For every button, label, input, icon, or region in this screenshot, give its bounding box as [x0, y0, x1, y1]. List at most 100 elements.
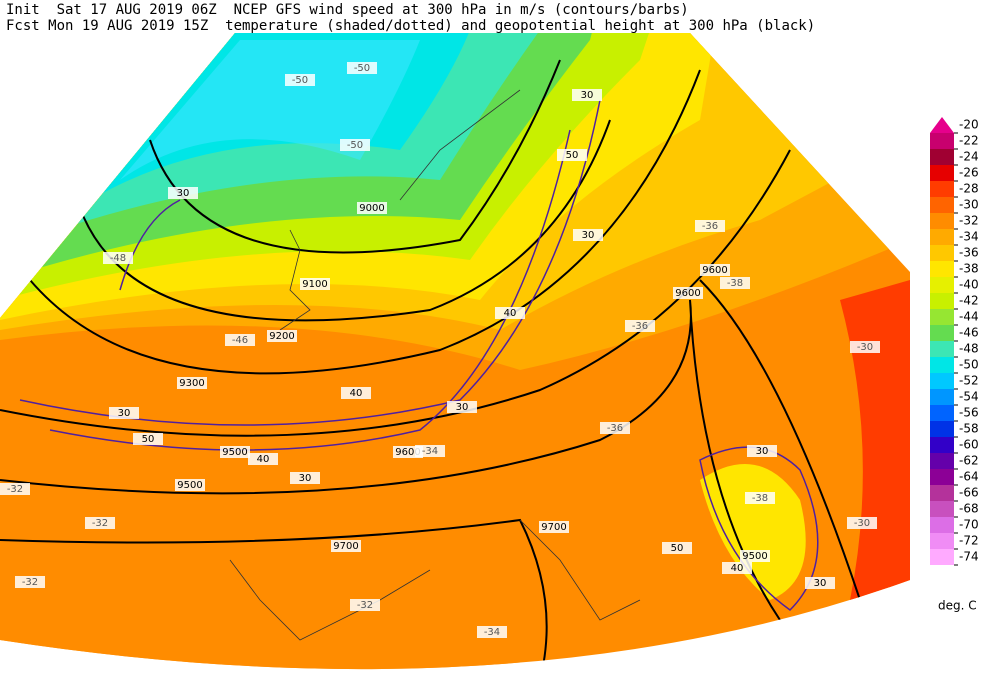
label-box — [673, 287, 703, 299]
colorbar-label: -38 — [959, 262, 979, 276]
colorbar-box — [930, 293, 954, 309]
map-label: 9600 — [395, 447, 420, 458]
label-box — [285, 74, 315, 86]
map-label: -36 — [607, 423, 623, 434]
label-box — [495, 307, 525, 319]
label-box — [341, 387, 371, 399]
colorbar-label: -66 — [959, 486, 979, 500]
map-label: 40 — [257, 454, 270, 465]
label-box — [15, 576, 45, 588]
map-label: 30 — [756, 446, 769, 457]
map-label: -32 — [92, 518, 108, 529]
label-box — [415, 445, 445, 457]
label-box — [573, 229, 603, 241]
label-box — [290, 472, 320, 484]
map-label: 9500 — [222, 447, 247, 458]
map-label: 50 — [566, 150, 579, 161]
colorbar-label: -34 — [959, 230, 979, 244]
label-box — [477, 626, 507, 638]
colorbar-box — [930, 485, 954, 501]
label-box — [331, 540, 361, 552]
colorbar-label: -50 — [959, 358, 979, 372]
map-label: 50 — [671, 543, 684, 554]
label-box — [347, 62, 377, 74]
map-label: 30 — [582, 230, 595, 241]
label-box — [557, 149, 587, 161]
colorbar-box — [930, 165, 954, 181]
label-box — [745, 492, 775, 504]
map-label: 40 — [350, 388, 363, 399]
colorbar-box — [930, 549, 954, 565]
colorbar-label: -64 — [959, 470, 979, 484]
label-box — [805, 577, 835, 589]
colorbar-box — [930, 501, 954, 517]
map-label: -48 — [110, 253, 126, 264]
label-box — [722, 562, 752, 574]
label-box — [109, 407, 139, 419]
colorbar-box — [930, 517, 954, 533]
colorbar-label: -46 — [959, 326, 979, 340]
colorbar-box — [930, 357, 954, 373]
map-label: 9700 — [333, 541, 358, 552]
map-label: 30 — [118, 408, 131, 419]
label-box — [350, 599, 380, 611]
colorbar-box — [930, 309, 954, 325]
colorbar-arrow — [930, 117, 954, 133]
map-label: 30 — [814, 578, 827, 589]
colorbar-label: -54 — [959, 390, 979, 404]
map-label: -50 — [347, 140, 363, 151]
colorbar-box — [930, 277, 954, 293]
map-label: -38 — [752, 493, 768, 504]
colorbar-label: -26 — [959, 166, 979, 180]
colorbar-box — [930, 437, 954, 453]
colorbar-box — [930, 133, 954, 149]
header-init: Init Sat 17 AUG 2019 06Z NCEP GFS wind s… — [6, 2, 689, 18]
header-fcst: Fcst Mon 19 AUG 2019 15Z temperature (sh… — [6, 18, 815, 34]
map-label: 9500 — [177, 480, 202, 491]
colorbar-label: -62 — [959, 454, 979, 468]
colorbar-label: -22 — [959, 134, 979, 148]
map-label: -32 — [357, 600, 373, 611]
label-box — [267, 330, 297, 342]
label-box — [300, 278, 330, 290]
label-box — [175, 479, 205, 491]
colorbar-unit: deg. C — [938, 599, 977, 613]
map-label: -50 — [354, 63, 370, 74]
colorbar-label: -24 — [959, 150, 979, 164]
colorbar-label: -70 — [959, 518, 979, 532]
map-label: 9600 — [675, 288, 700, 299]
colorbar-box — [930, 421, 954, 437]
label-box — [177, 377, 207, 389]
map-label: 9000 — [359, 203, 384, 214]
label-box — [600, 422, 630, 434]
colorbar-box — [930, 405, 954, 421]
label-box — [225, 334, 255, 346]
map-label: 9700 — [541, 522, 566, 533]
colorbar-box — [930, 261, 954, 277]
colorbar-box — [930, 373, 954, 389]
label-box — [740, 550, 770, 562]
map-label: -38 — [727, 278, 743, 289]
label-box — [695, 220, 725, 232]
map-label: 9500 — [742, 551, 767, 562]
map-label: -34 — [484, 627, 500, 638]
colorbar-box — [930, 453, 954, 469]
label-box — [103, 252, 133, 264]
label-box — [340, 139, 370, 151]
label-box — [572, 89, 602, 101]
colorbar-box — [930, 197, 954, 213]
colorbar-box — [930, 533, 954, 549]
label-box — [847, 517, 877, 529]
map-label: -30 — [854, 518, 870, 529]
map-label: 30 — [581, 90, 594, 101]
label-box — [220, 446, 250, 458]
map-label: 30 — [456, 402, 469, 413]
label-box — [357, 202, 387, 214]
map-label: -50 — [292, 75, 308, 86]
colorbar-label: -20 — [959, 118, 979, 132]
colorbar-box — [930, 149, 954, 165]
map-label: -34 — [422, 446, 438, 457]
colorbar-label: -48 — [959, 342, 979, 356]
label-box — [85, 517, 115, 529]
colorbar-label: -68 — [959, 502, 979, 516]
